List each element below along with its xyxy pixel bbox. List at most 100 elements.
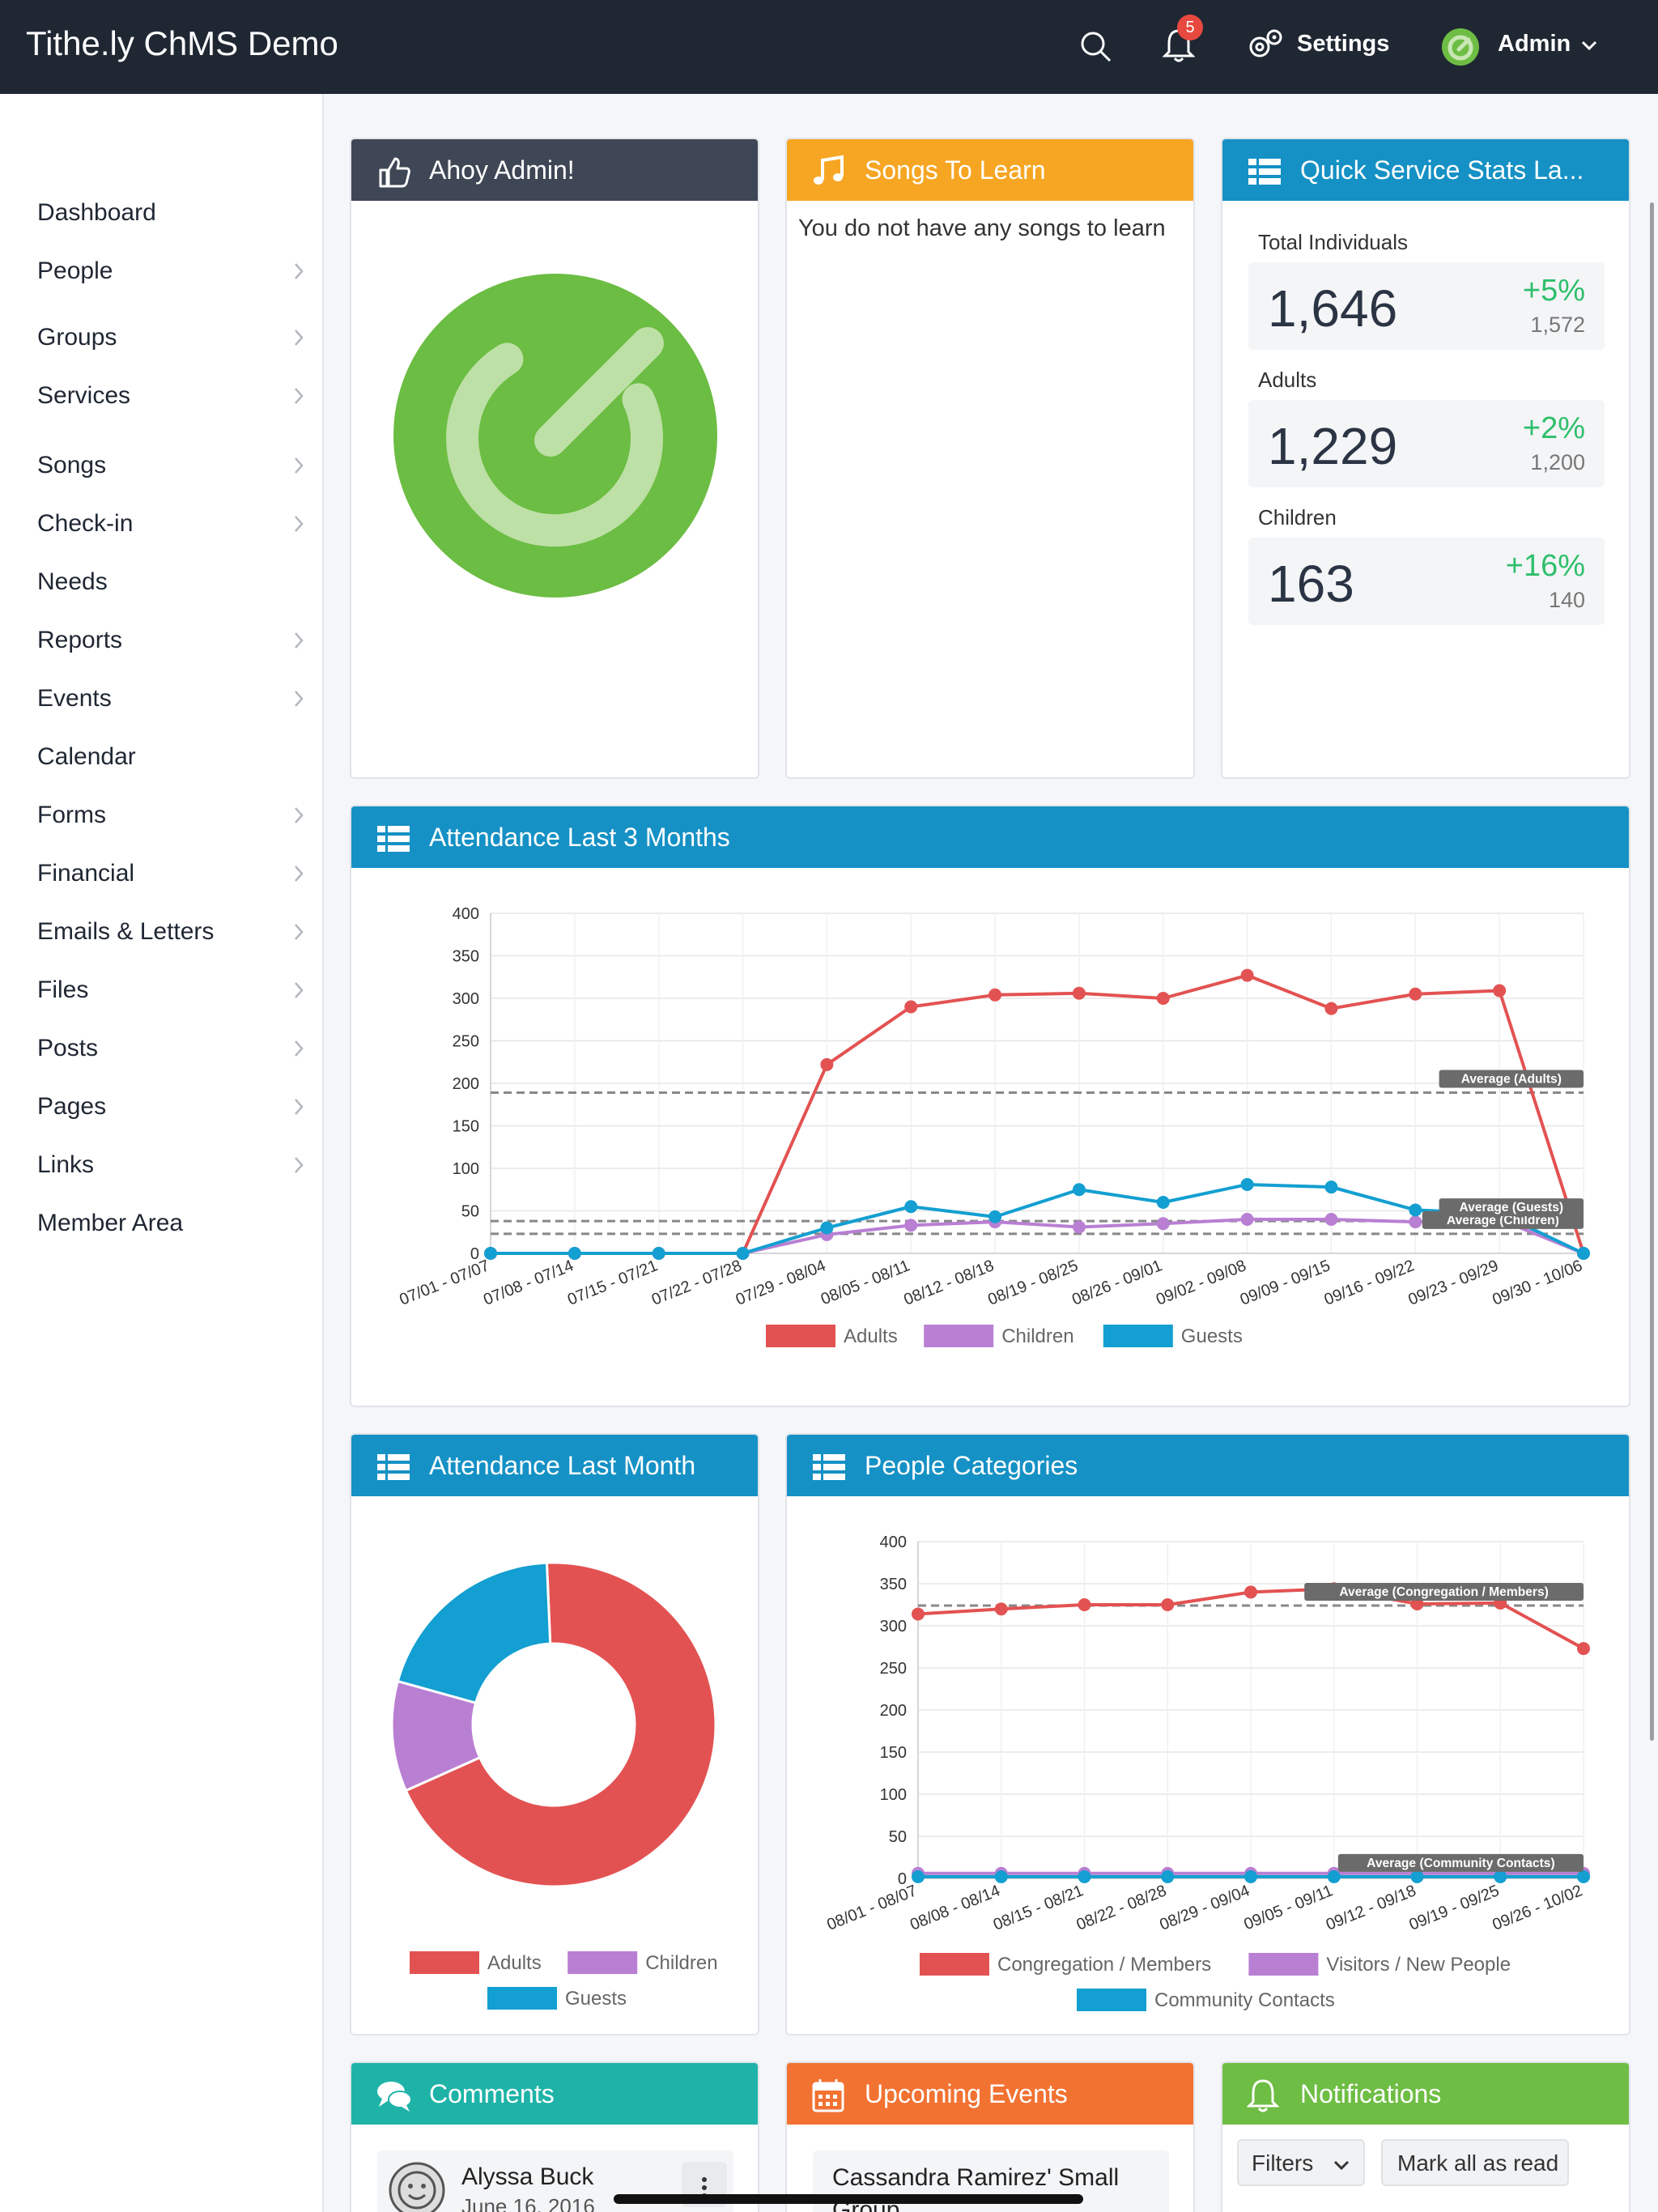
- sidebar-item-label: Pages: [37, 1093, 107, 1120]
- comment-author[interactable]: Alyssa Buck: [461, 2163, 594, 2190]
- series-line: [491, 1182, 1584, 1255]
- data-point: [1577, 1247, 1590, 1260]
- notification-count-badge: 5: [1177, 15, 1203, 40]
- average-label: Average (Adults): [1461, 1073, 1562, 1087]
- data-point: [988, 1210, 1002, 1223]
- sidebar-item-label: Forms: [37, 802, 106, 828]
- sidebar-item-services[interactable]: Services: [37, 376, 304, 416]
- attendance-last-month-header: Attendance Last Month: [351, 1435, 758, 1496]
- chevron-right-icon: [295, 388, 304, 404]
- attendance-3-months-title: Attendance Last 3 Months: [429, 823, 730, 852]
- sidebar-item-forms[interactable]: Forms: [37, 795, 304, 836]
- average-label-bg: [1304, 1583, 1584, 1602]
- settings-link[interactable]: Settings: [1297, 31, 1390, 57]
- page-scrollbar[interactable]: [1650, 202, 1654, 1741]
- sidebar-item-files[interactable]: Files: [37, 970, 304, 1010]
- chevron-right-icon: [295, 1099, 304, 1115]
- legend-swatch: [487, 1987, 557, 2010]
- y-tick-label: 250: [880, 1660, 907, 1678]
- sidebar-item-label: Songs: [37, 452, 107, 479]
- service-stats-card: Quick Service Stats La... Total Individu…: [1221, 138, 1630, 779]
- average-label: Average (Congregation / Members): [1339, 1585, 1549, 1599]
- data-point: [1161, 1598, 1175, 1611]
- event-title[interactable]: Cassandra Ramirez' Small Group: [832, 2164, 1120, 2212]
- sidebar-item-label: Events: [37, 685, 112, 712]
- data-point: [1409, 1203, 1422, 1217]
- user-avatar[interactable]: [1441, 28, 1480, 66]
- sidebar-item-pages[interactable]: Pages: [37, 1087, 304, 1127]
- x-tick-label: 07/01 - 07/07: [397, 1257, 492, 1309]
- legend-swatch: [920, 1953, 989, 1976]
- average-label: Average (Community Contacts): [1367, 1857, 1555, 1870]
- data-point: [568, 1247, 581, 1260]
- x-tick-label: 09/19 - 09/25: [1407, 1882, 1503, 1934]
- chevron-down-icon[interactable]: [1580, 39, 1598, 52]
- gear-icon[interactable]: [1245, 28, 1284, 63]
- sidebar-item-needs[interactable]: Needs: [37, 562, 304, 602]
- sidebar-item-groups[interactable]: Groups: [37, 317, 304, 358]
- songs-card-title: Songs To Learn: [865, 155, 1046, 185]
- y-tick-label: 150: [880, 1744, 907, 1762]
- legend-label: Guests: [565, 1988, 627, 2010]
- calendar-icon: [812, 2079, 844, 2112]
- sidebar-item-label: Links: [37, 1151, 95, 1178]
- legend-label: Adults: [487, 1952, 542, 1974]
- x-tick-label: 09/30 - 10/06: [1490, 1257, 1585, 1309]
- stat-label: Total Individuals: [1258, 230, 1408, 254]
- y-tick-label: 100: [453, 1160, 479, 1178]
- sidebar-item-label: Member Area: [37, 1210, 184, 1236]
- data-point: [988, 988, 1002, 1002]
- data-point: [1078, 1870, 1091, 1883]
- comments-icon: [377, 2082, 412, 2112]
- data-point: [1409, 1215, 1422, 1229]
- stat-value: 163: [1268, 555, 1354, 613]
- sidebar-item-people[interactable]: People: [37, 251, 304, 291]
- user-menu-label[interactable]: Admin: [1498, 31, 1571, 57]
- data-point: [1161, 1870, 1175, 1883]
- data-point: [1409, 987, 1422, 1001]
- data-point: [820, 1221, 834, 1235]
- sidebar-item-label: Dashboard: [37, 199, 156, 226]
- pie-slice: [396, 1561, 552, 1705]
- average-label: Average (Children): [1447, 1214, 1559, 1227]
- sidebar-item-events[interactable]: Events: [37, 678, 304, 719]
- songs-card-header: Songs To Learn: [787, 139, 1193, 201]
- mark-all-read-button[interactable]: Mark all as read: [1381, 2139, 1569, 2186]
- x-tick-label: 08/22 - 08/28: [1074, 1882, 1170, 1934]
- stat-value: 1,646: [1268, 279, 1398, 338]
- sidebar-item-financial[interactable]: Financial: [37, 853, 304, 894]
- x-tick-label: 08/19 - 08/25: [985, 1257, 1081, 1309]
- chevron-right-icon: [295, 330, 304, 346]
- x-tick-label: 07/29 - 08/04: [733, 1257, 829, 1309]
- sidebar-item-reports[interactable]: Reports: [37, 620, 304, 661]
- app-title[interactable]: Tithe.ly ChMS Demo: [26, 24, 338, 62]
- sidebar-item-emails-letters[interactable]: Emails & Letters: [37, 912, 304, 952]
- x-tick-label: 08/05 - 08/11: [818, 1257, 912, 1308]
- data-point: [1327, 1870, 1341, 1883]
- data-point: [1324, 1213, 1338, 1226]
- y-tick-label: 300: [453, 990, 479, 1008]
- y-tick-label: 250: [453, 1033, 479, 1051]
- sidebar-item-dashboard[interactable]: Dashboard: [37, 193, 304, 233]
- search-icon[interactable]: [1078, 29, 1112, 63]
- sidebar-item-posts[interactable]: Posts: [37, 1028, 304, 1069]
- filters-button[interactable]: Filters: [1237, 2139, 1365, 2186]
- pie-slice: [404, 1561, 717, 1888]
- legend-swatch: [766, 1325, 835, 1347]
- sidebar-item-songs[interactable]: Songs: [37, 445, 304, 486]
- sidebar-item-calendar[interactable]: Calendar: [37, 737, 304, 777]
- data-point: [820, 1057, 834, 1071]
- comment-date: June 16, 2016: [461, 2194, 595, 2212]
- data-point: [1494, 1870, 1507, 1883]
- sidebar-item-member-area[interactable]: Member Area: [37, 1203, 304, 1244]
- chevron-right-icon: [295, 924, 304, 940]
- sidebar-item-label: Check-in: [37, 510, 134, 537]
- x-tick-label: 09/05 - 09/11: [1241, 1882, 1335, 1933]
- y-tick-label: 0: [898, 1870, 907, 1888]
- attendance-last-month-card: Attendance Last Month Adults Children Gues…: [350, 1433, 759, 2035]
- x-tick-label: 07/22 - 07/28: [649, 1257, 745, 1309]
- sidebar-item-check-in[interactable]: Check-in: [37, 504, 304, 544]
- chevron-right-icon: [295, 457, 304, 474]
- comments-card-title: Comments: [429, 2079, 555, 2108]
- sidebar-item-links[interactable]: Links: [37, 1145, 304, 1185]
